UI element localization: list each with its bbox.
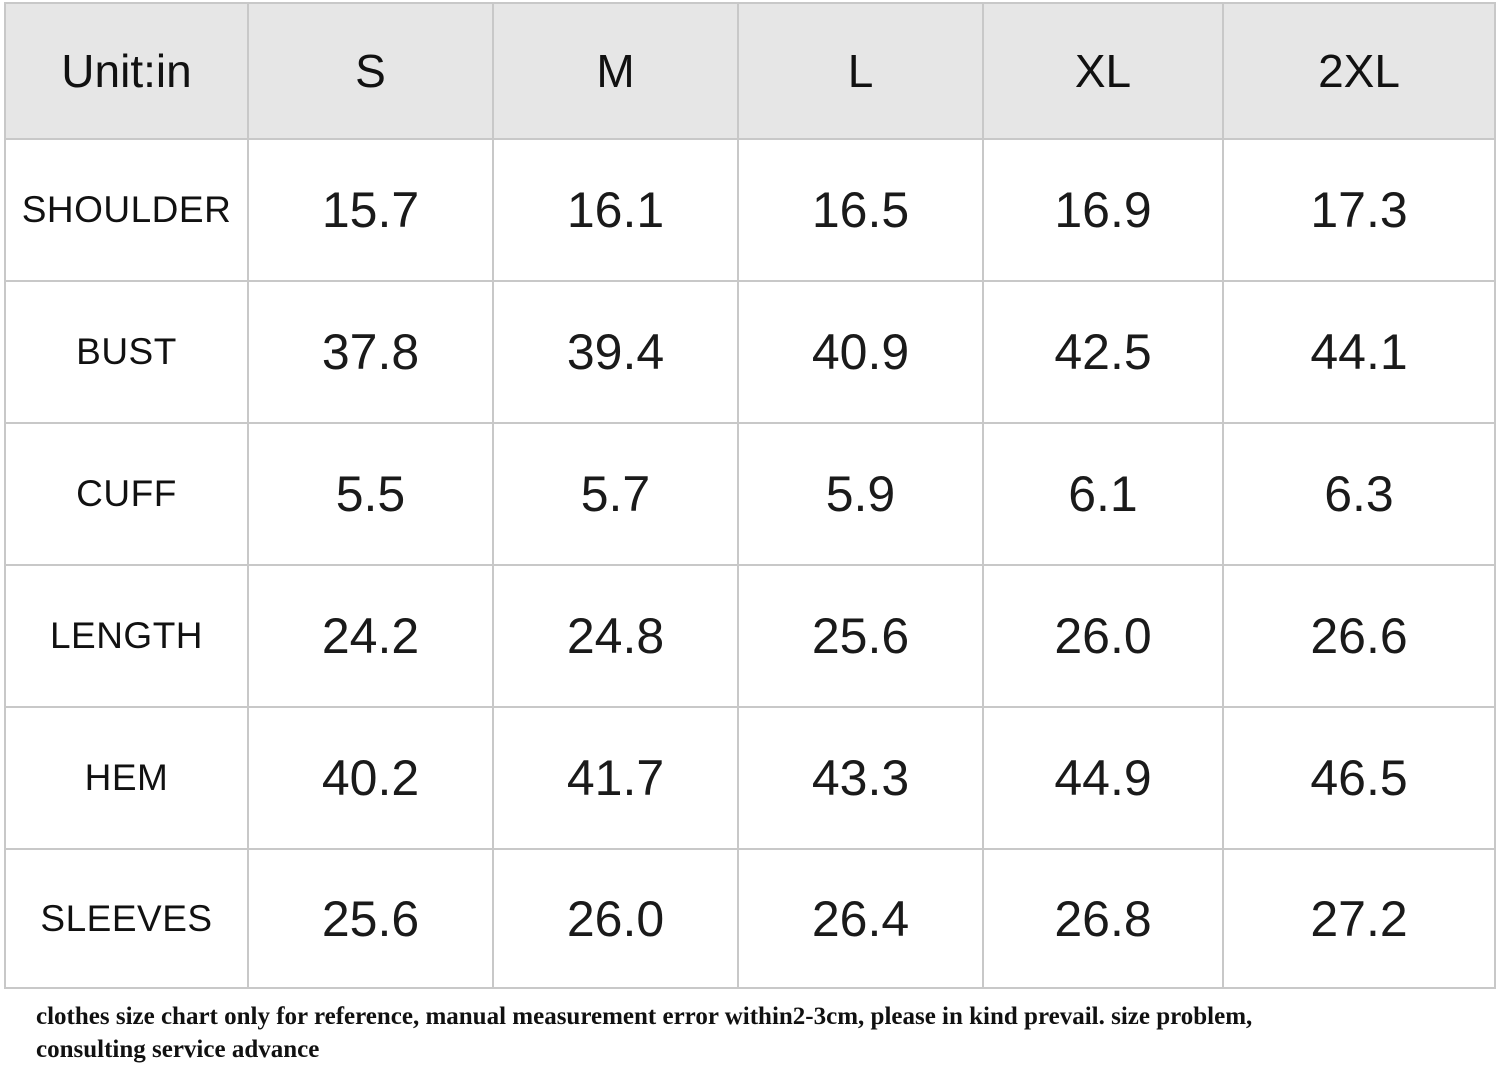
size-header-2xl: 2XL — [1222, 2, 1496, 140]
table-cell: 41.7 — [492, 706, 739, 850]
disclaimer-note: clothes size chart only for reference, m… — [36, 1000, 1456, 1066]
row-label-hem: HEM — [4, 706, 249, 850]
table-cell: 26.0 — [492, 848, 739, 989]
table-cell: 39.4 — [492, 280, 739, 424]
table-cell: 26.4 — [737, 848, 984, 989]
row-label-bust: BUST — [4, 280, 249, 424]
row-label-shoulder: SHOULDER — [4, 138, 249, 282]
unit-label: Unit:in — [4, 2, 249, 140]
table-cell: 44.1 — [1222, 280, 1496, 424]
table-cell: 24.2 — [247, 564, 494, 708]
size-header-xl: XL — [982, 2, 1224, 140]
table-row: SHOULDER 15.7 16.1 16.5 16.9 17.3 — [4, 138, 1496, 282]
row-label-cuff: CUFF — [4, 422, 249, 566]
table-cell: 25.6 — [247, 848, 494, 989]
table-cell: 16.9 — [982, 138, 1224, 282]
table-row: BUST 37.8 39.4 40.9 42.5 44.1 — [4, 280, 1496, 424]
table-cell: 6.1 — [982, 422, 1224, 566]
disclaimer-line-2: consulting service advance — [36, 1036, 320, 1063]
table-cell: 15.7 — [247, 138, 494, 282]
table-cell: 40.9 — [737, 280, 984, 424]
table-cell: 44.9 — [982, 706, 1224, 850]
table-cell: 5.7 — [492, 422, 739, 566]
table-cell: 25.6 — [737, 564, 984, 708]
table-row: HEM 40.2 41.7 43.3 44.9 46.5 — [4, 706, 1496, 850]
size-chart-table: Unit:in S M L XL 2XL SHOULDER 15.7 16.1 … — [4, 2, 1496, 989]
header-row: Unit:in S M L XL 2XL — [4, 2, 1496, 140]
table-cell: 5.5 — [247, 422, 494, 566]
table-cell: 37.8 — [247, 280, 494, 424]
table-cell: 43.3 — [737, 706, 984, 850]
table-cell: 6.3 — [1222, 422, 1496, 566]
table-cell: 24.8 — [492, 564, 739, 708]
table-cell: 42.5 — [982, 280, 1224, 424]
table-cell: 26.6 — [1222, 564, 1496, 708]
disclaimer-line-1: clothes size chart only for reference, m… — [36, 1003, 1253, 1030]
table-cell: 16.5 — [737, 138, 984, 282]
table-row: LENGTH 24.2 24.8 25.6 26.0 26.6 — [4, 564, 1496, 708]
size-header-s: S — [247, 2, 494, 140]
size-header-l: L — [737, 2, 984, 140]
table-cell: 40.2 — [247, 706, 494, 850]
table-cell: 17.3 — [1222, 138, 1496, 282]
row-label-length: LENGTH — [4, 564, 249, 708]
table-cell: 5.9 — [737, 422, 984, 566]
table-cell: 27.2 — [1222, 848, 1496, 989]
table-cell: 26.8 — [982, 848, 1224, 989]
table-row: CUFF 5.5 5.7 5.9 6.1 6.3 — [4, 422, 1496, 566]
row-label-sleeves: SLEEVES — [4, 848, 249, 989]
table-row: SLEEVES 25.6 26.0 26.4 26.8 27.2 — [4, 848, 1496, 989]
table-cell: 16.1 — [492, 138, 739, 282]
table-cell: 26.0 — [982, 564, 1224, 708]
size-header-m: M — [492, 2, 739, 140]
table-cell: 46.5 — [1222, 706, 1496, 850]
